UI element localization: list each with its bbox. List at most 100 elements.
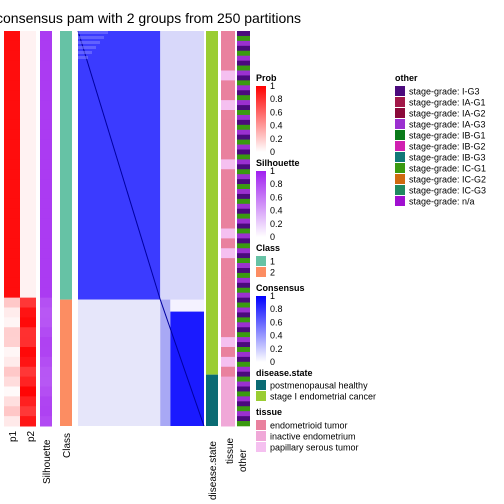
p2-cell [20, 258, 36, 269]
tissue-cell [221, 208, 235, 220]
consensus-band [78, 56, 88, 59]
disease-state-cell-healthy [206, 374, 218, 426]
other-cell [237, 169, 250, 175]
disease-state-cell-cancer [206, 31, 218, 375]
p1-cell [4, 277, 20, 289]
p2-cell [20, 110, 36, 121]
tissue-cell [221, 80, 235, 91]
legend-disease-state-swatch [256, 380, 266, 390]
other-cell [237, 80, 250, 86]
tissue-cell [221, 347, 235, 358]
legend-consensus-ticks: 1 0.8 0.6 0.4 0.2 0 [270, 291, 283, 367]
tissue-cell [221, 159, 235, 170]
silhouette-cell [40, 307, 52, 318]
legend-tissue-swatch [256, 431, 266, 441]
other-cell [237, 272, 250, 279]
p1-cell [4, 90, 20, 101]
legend-other-swatch [395, 130, 405, 140]
legend-silhouette-ticks: 1 0.8 0.6 0.4 0.2 0 [270, 166, 283, 242]
p2-cell [20, 366, 36, 378]
p1-cell [4, 189, 20, 200]
p1-cell [4, 356, 20, 368]
silhouette-cell [40, 139, 52, 150]
consensus-band [78, 46, 96, 49]
p1-cell [4, 169, 20, 180]
p1-cell [4, 70, 20, 81]
silhouette-cell [40, 297, 52, 308]
legend-other-label: stage-grade: IC-G2 [409, 175, 486, 185]
silhouette-cell [40, 258, 52, 269]
other-cell [237, 258, 250, 264]
p2-cell [20, 198, 36, 210]
silhouette-cell [40, 189, 52, 200]
p1-cell [4, 228, 20, 239]
other-cell [237, 50, 250, 56]
silhouette-cell [40, 149, 52, 160]
tissue-cell [221, 90, 235, 101]
other-cell [237, 95, 250, 101]
legend-disease-state-title: disease.state [256, 368, 313, 378]
legend-tick-label: 0.6 [270, 107, 283, 117]
other-cell [237, 60, 250, 66]
silhouette-cell [40, 80, 52, 91]
tissue-cell [221, 317, 235, 328]
consensus-block-2 [170, 311, 204, 426]
silhouette-cell [40, 198, 52, 210]
silhouette-cell [40, 208, 52, 220]
silhouette-cell [40, 70, 52, 81]
tissue-cell [221, 129, 235, 141]
p1-cell [4, 347, 20, 358]
p2-cell [20, 129, 36, 141]
other-cell [237, 75, 250, 81]
legend-prob-colorbar [256, 86, 266, 152]
tissue-cell [221, 50, 235, 62]
other-cell [237, 268, 250, 274]
tissue-cell [221, 179, 235, 190]
p1-cell [4, 159, 20, 170]
other-cell [237, 218, 250, 224]
legend-other-label: stage-grade: I-G3 [409, 87, 480, 97]
legend-silhouette-title: Silhouette [256, 158, 300, 168]
p1-cell [4, 317, 20, 328]
tissue-cell [221, 228, 235, 239]
other-cell [237, 391, 250, 397]
other-cell [237, 213, 250, 219]
legend-tick-label: 0 [270, 232, 275, 242]
consensus-diagonal-2 [159, 299, 205, 427]
silhouette-cell [40, 100, 52, 111]
p2-cell [20, 228, 36, 239]
legend-tick-label: 0 [270, 147, 275, 157]
legend-other-swatch [395, 141, 405, 151]
consensus-diagonal-1 [77, 30, 161, 300]
p2-cell [20, 139, 36, 150]
other-cell [237, 376, 250, 382]
legend-tissue-label: papillary serous tumor [270, 443, 359, 453]
other-cell [237, 327, 250, 333]
legend-other-label: stage-grade: IA-G1 [409, 98, 486, 108]
p2-cell [20, 337, 36, 348]
consensus-offblock-1 [160, 31, 204, 300]
p1-cell [4, 238, 20, 249]
legend-tick-label: 0.4 [270, 121, 283, 131]
legend-silhouette-colorbar [256, 171, 266, 237]
p2-cell [20, 149, 36, 160]
other-cell [237, 90, 250, 96]
other-cell [237, 371, 250, 377]
tissue-cell [221, 218, 235, 229]
silhouette-cell [40, 110, 52, 121]
other-cell [237, 342, 250, 348]
p2-cell [20, 386, 36, 397]
other-cell [237, 317, 250, 323]
p1-cell [4, 31, 20, 42]
p1-cell [4, 376, 20, 387]
p2-cell [20, 100, 36, 111]
silhouette-cell [40, 169, 52, 180]
legend-tissue-swatch [256, 442, 266, 452]
legend-tissue-title: tissue [256, 407, 282, 417]
other-cell [237, 179, 250, 185]
tissue-cell [221, 287, 235, 299]
p2-cell [20, 287, 36, 299]
other-cell [237, 129, 250, 135]
